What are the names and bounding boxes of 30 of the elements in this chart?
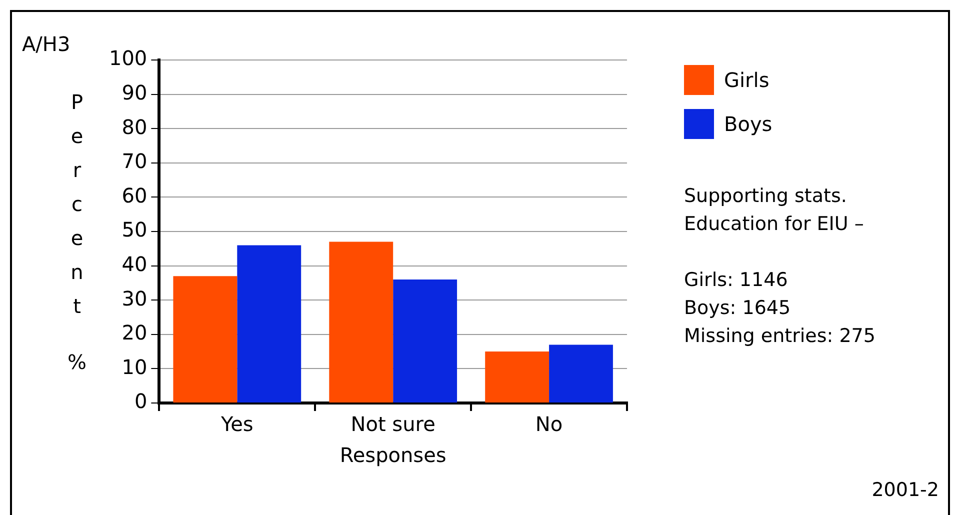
text: 2001-2 <box>872 479 939 501</box>
chart-title: A/H3 <box>22 32 70 56</box>
y-tick-label: 80 <box>122 114 148 139</box>
y-tick-label: 0 <box>134 389 148 414</box>
bar <box>485 352 550 402</box>
x-axis-title: Responses <box>340 443 446 468</box>
text: Missing entries: 275 <box>684 324 876 349</box>
legend-label: Boys <box>724 112 772 136</box>
bar <box>173 276 238 402</box>
y-tick-label: 20 <box>122 320 148 345</box>
y-tick-label: 50 <box>122 218 148 242</box>
y-tick-label: 40 <box>122 252 148 276</box>
bar <box>549 344 613 402</box>
text: Girls: 1146 <box>684 268 789 293</box>
y-tick-label: 10 <box>122 354 148 379</box>
bar <box>393 280 458 402</box>
legend-label: Girls <box>724 68 770 92</box>
text: Boys: 1645 <box>684 296 792 321</box>
bar <box>329 242 394 402</box>
text: Percent % <box>67 90 87 374</box>
y-tick-label: 70 <box>122 149 148 174</box>
x-tick-label: Yes <box>220 412 254 436</box>
y-tick-label: 90 <box>122 80 148 105</box>
bar <box>237 245 302 402</box>
y-tick-label: 30 <box>122 286 148 310</box>
x-tick-label: Not sure <box>350 412 436 436</box>
text: Supporting stats. Education for EIU – <box>684 184 865 237</box>
x-tick-label: No <box>535 412 563 436</box>
y-tick-label: 60 <box>122 183 148 208</box>
y-tick-label: 100 <box>108 46 148 70</box>
